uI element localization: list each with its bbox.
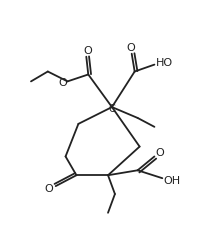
Text: HO: HO bbox=[156, 57, 173, 67]
Text: C: C bbox=[109, 104, 115, 114]
Text: O: O bbox=[44, 183, 53, 193]
Text: O: O bbox=[58, 78, 67, 88]
Text: O: O bbox=[126, 43, 135, 53]
Text: O: O bbox=[83, 46, 92, 56]
Text: O: O bbox=[155, 147, 164, 157]
Text: OH: OH bbox=[164, 175, 181, 185]
